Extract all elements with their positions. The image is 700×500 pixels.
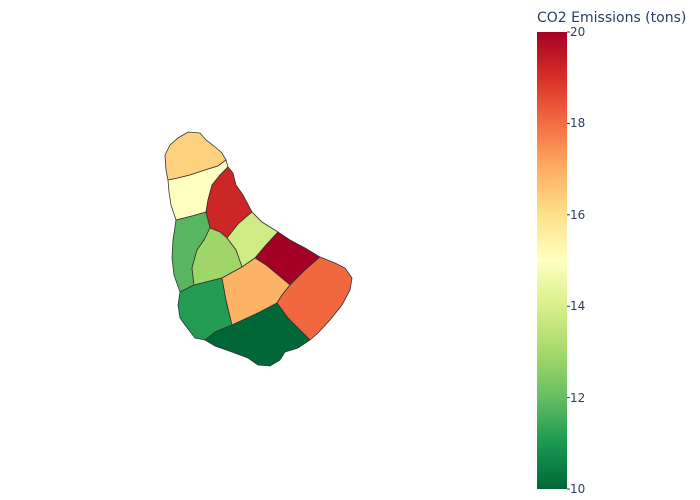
region-south[interactable]	[204, 302, 311, 367]
colorbar-tick-label: 14	[570, 299, 586, 313]
colorbar-gradient	[537, 32, 567, 489]
colorbar-title: CO2 Emissions (tons)	[537, 10, 687, 26]
colorbar-tick-label: 20	[570, 25, 586, 39]
colorbar-tick-label: 16	[570, 208, 586, 222]
colorbar-tick-label: 10	[570, 482, 586, 496]
regions-layer	[164, 131, 353, 367]
colorbar-tick-label: 12	[570, 391, 586, 405]
colorbar-ticks	[567, 31, 570, 490]
colorbar-tick-label: 18	[570, 116, 586, 130]
